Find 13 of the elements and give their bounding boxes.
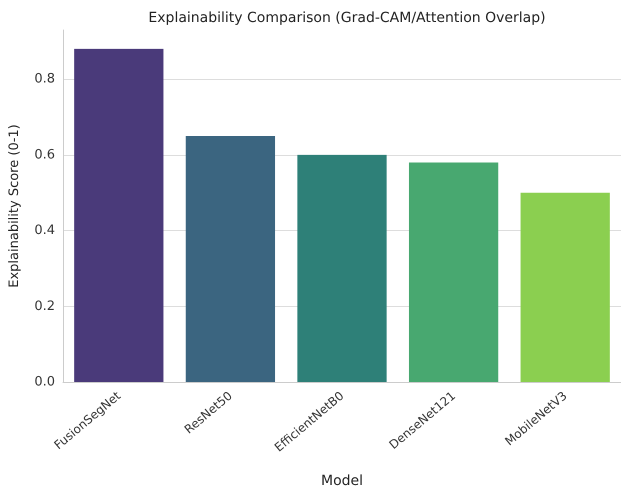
chart-title: Explainability Comparison (Grad-CAM/Attention Overlap) [148, 10, 546, 26]
bar [74, 48, 164, 382]
bar [408, 162, 498, 382]
y-tick-label: 0.8 [34, 72, 55, 87]
x-axis-title: Model [320, 473, 364, 489]
y-tick-label: 0.4 [34, 223, 55, 238]
y-axis-title: Explainability Score (0-1) [7, 124, 22, 288]
bar [297, 154, 387, 382]
y-tick-label: 0.6 [34, 147, 55, 162]
y-tick-label: 0.0 [34, 374, 55, 390]
y-tick-label: 0.2 [34, 298, 55, 314]
bar [186, 136, 276, 382]
bar [520, 192, 610, 382]
